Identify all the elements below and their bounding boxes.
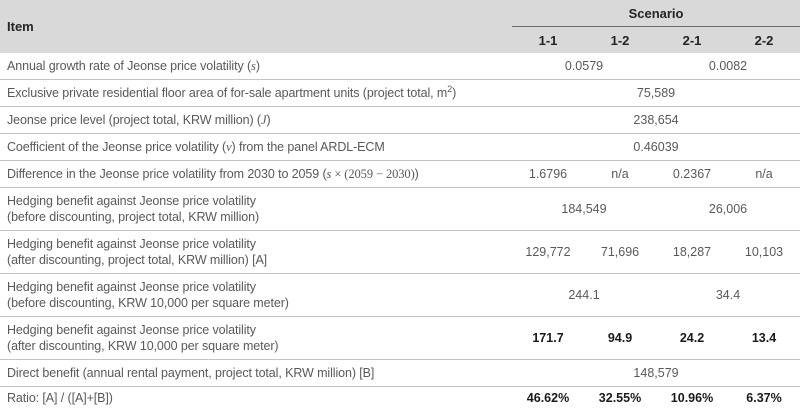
item-text: Hedging benefit against Jeonse price vol… <box>7 280 256 294</box>
item-cell: Annual growth rate of Jeonse price volat… <box>0 53 512 80</box>
item-cell: Hedging benefit against Jeonse price vol… <box>0 273 512 317</box>
value-cell: 244.1 <box>512 273 656 317</box>
item-text: Coefficient of the Jeonse price volatili… <box>7 140 227 154</box>
value-cell: 0.0082 <box>708 59 748 73</box>
item-math: v <box>226 140 232 154</box>
value-cell: 71,696 <box>584 230 656 274</box>
value-cell: 34.4 <box>656 273 800 317</box>
value-cell: 75,589 <box>512 79 800 107</box>
item-text: Jeonse price level (project total, KRW m… <box>7 113 261 127</box>
value-cell: 18,287 <box>656 230 728 274</box>
value-cell: 0.2367 <box>656 160 728 188</box>
item-text: ) from the panel ARDL-ECM <box>231 140 385 154</box>
item-math: × (2059 − 2030) <box>331 167 415 181</box>
value-cell: 129,772 <box>512 230 584 274</box>
item-cell: Ratio: [A] / ([A]+[B]) <box>0 386 512 409</box>
item-text: ) <box>255 59 260 73</box>
value-cell: 46.62% <box>512 386 584 409</box>
item-math: 2 <box>447 83 453 94</box>
value-cell: 0.0579 <box>564 59 604 73</box>
item-text: Ratio: [A] / ([A]+[B]) <box>7 391 113 405</box>
item-text: (before discounting, project total, KRW … <box>7 210 260 224</box>
value-cell: 24.2 <box>656 316 728 360</box>
item-text: Hedging benefit against Jeonse price vol… <box>7 194 256 208</box>
value-cell: 148,579 <box>512 359 800 387</box>
table-row: Difference in the Jeonse price volatilit… <box>0 160 800 188</box>
value-cell: 184,549 <box>512 187 656 231</box>
item-text: (before discounting, KRW 10,000 per squa… <box>7 296 289 310</box>
value-cell: 1.6796 <box>512 160 584 188</box>
scenario-col-1-2: 1-2 <box>584 26 656 53</box>
value-cell: 10,103 <box>728 230 800 274</box>
item-cell: Difference in the Jeonse price volatilit… <box>0 160 512 188</box>
header-row-scenario: Item Scenario <box>0 0 800 53</box>
table-row: Coefficient of the Jeonse price volatili… <box>0 133 800 161</box>
item-cell: Hedging benefit against Jeonse price vol… <box>0 316 512 360</box>
item-text: ) <box>414 167 419 181</box>
item-text: (after discounting, KRW 10,000 per squar… <box>7 339 279 353</box>
table-header: Item Scenario 1-1 1-2 2-1 2-2 <box>0 0 800 53</box>
item-cell: Direct benefit (annual rental payment, p… <box>0 359 512 387</box>
table-row: Exclusive private residential floor area… <box>0 79 800 107</box>
item-text: Hedging benefit against Jeonse price vol… <box>7 323 256 337</box>
item-math: J <box>261 113 267 127</box>
value-cell: 32.55% <box>584 386 656 409</box>
scenario-col-1-1: 1-1 <box>512 26 584 53</box>
value-cell: 94.9 <box>584 316 656 360</box>
scenario-header: Scenario <box>512 0 800 27</box>
item-math: s <box>251 59 256 73</box>
item-cell: Jeonse price level (project total, KRW m… <box>0 106 512 134</box>
item-header: Item <box>0 0 512 53</box>
item-math: s <box>326 167 332 181</box>
item-cell: Hedging benefit against Jeonse price vol… <box>0 230 512 274</box>
scenario-col-2-2: 2-2 <box>728 26 800 53</box>
table-row: Hedging benefit against Jeonse price vol… <box>0 187 800 231</box>
item-text: Annual growth rate of Jeonse price volat… <box>7 59 252 73</box>
value-cell: 171.7 <box>512 316 584 360</box>
item-text: Difference in the Jeonse price volatilit… <box>7 167 327 181</box>
item-text: Hedging benefit against Jeonse price vol… <box>7 237 256 251</box>
item-cell: Hedging benefit against Jeonse price vol… <box>0 187 512 231</box>
value-cell: 6.37% <box>728 386 800 409</box>
item-text: (after discounting, project total, KRW m… <box>7 253 268 267</box>
value-cell: 0.46039 <box>512 133 800 161</box>
item-cell: Exclusive private residential floor area… <box>0 79 512 107</box>
table-row: Annual growth rate of Jeonse price volat… <box>0 53 800 80</box>
value-cell: 238,654 <box>512 106 800 134</box>
value-cell: n/a <box>728 160 800 188</box>
item-text: Direct benefit (annual rental payment, p… <box>7 366 375 380</box>
table-body: Annual growth rate of Jeonse price volat… <box>0 53 800 409</box>
value-cell: 10.96% <box>656 386 728 409</box>
scenario-col-2-1: 2-1 <box>656 26 728 53</box>
value-cell: 26,006 <box>656 187 800 231</box>
table-row: Hedging benefit against Jeonse price vol… <box>0 273 800 317</box>
header-row-columns: 1-1 1-2 2-1 2-2 <box>0 26 800 53</box>
table-row: Direct benefit (annual rental payment, p… <box>0 359 800 387</box>
table-row: Ratio: [A] / ([A]+[B]) 46.62% 32.55% 10.96%… <box>0 386 800 409</box>
table-row: Hedging benefit against Jeonse price vol… <box>0 316 800 360</box>
value-cell: n/a <box>584 160 656 188</box>
item-text: ) <box>452 86 457 100</box>
value-cell: 13.4 <box>728 316 800 360</box>
item-text: Exclusive private residential floor area… <box>7 86 448 100</box>
item-text: ) <box>266 113 271 127</box>
table-row: Jeonse price level (project total, KRW m… <box>0 106 800 134</box>
item-cell: Coefficient of the Jeonse price volatili… <box>0 133 512 161</box>
table-row: Hedging benefit against Jeonse price vol… <box>0 230 800 274</box>
